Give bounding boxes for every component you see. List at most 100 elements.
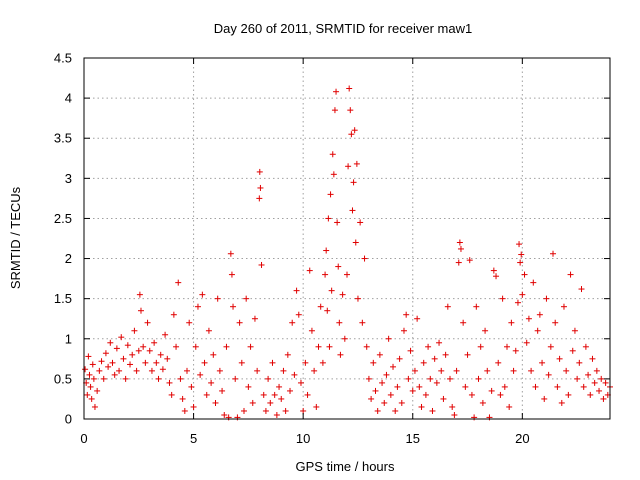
data-point — [552, 319, 559, 326]
data-point — [153, 359, 160, 366]
data-point — [84, 391, 91, 398]
data-point — [479, 399, 486, 406]
data-point — [331, 107, 338, 114]
data-point — [87, 383, 94, 390]
data-point — [385, 335, 392, 342]
data-point — [392, 407, 399, 414]
data-point — [602, 379, 609, 386]
data-point — [140, 343, 147, 350]
data-point — [499, 295, 506, 302]
data-point — [90, 375, 97, 382]
data-point — [136, 291, 143, 298]
data-point — [335, 263, 342, 270]
data-point — [422, 391, 429, 398]
data-point — [257, 184, 264, 191]
data-point — [197, 371, 204, 378]
data-point — [473, 303, 480, 310]
data-point — [387, 391, 394, 398]
data-point — [351, 127, 358, 134]
data-point — [173, 343, 180, 350]
data-point — [576, 359, 583, 366]
data-point — [571, 327, 578, 334]
data-point — [199, 291, 206, 298]
data-point — [442, 351, 449, 358]
data-point — [177, 375, 184, 382]
data-point — [475, 375, 482, 382]
data-point — [201, 359, 208, 366]
data-point — [433, 379, 440, 386]
data-point — [251, 315, 258, 322]
data-point — [394, 383, 401, 390]
y-tick-label: 3 — [65, 171, 72, 186]
data-point — [175, 279, 182, 286]
data-point — [449, 403, 456, 410]
data-point — [322, 271, 329, 278]
data-point — [254, 367, 261, 374]
data-point — [523, 339, 530, 346]
data-point — [457, 245, 464, 252]
data-point — [208, 379, 215, 386]
data-point — [240, 407, 247, 414]
data-point — [194, 303, 201, 310]
data-point — [82, 366, 89, 373]
data-point — [460, 319, 467, 326]
data-point — [212, 399, 219, 406]
data-point — [86, 371, 93, 378]
data-point — [306, 267, 313, 274]
data-point — [493, 273, 500, 280]
data-points — [82, 85, 613, 421]
data-point — [317, 303, 324, 310]
data-point — [155, 375, 162, 382]
data-point — [429, 407, 436, 414]
data-point — [122, 375, 129, 382]
data-point — [403, 311, 410, 318]
data-point — [214, 295, 221, 302]
data-point — [249, 399, 256, 406]
data-point — [315, 343, 322, 350]
x-tick-label: 0 — [80, 431, 87, 446]
data-point — [107, 339, 114, 346]
data-point — [287, 387, 294, 394]
data-point — [151, 339, 158, 346]
data-point — [100, 375, 107, 382]
data-point — [554, 383, 561, 390]
data-point — [133, 367, 140, 374]
y-tick-label: 0.5 — [54, 371, 72, 386]
data-point — [547, 343, 554, 350]
data-point — [455, 259, 462, 266]
data-point — [574, 375, 581, 382]
data-point — [216, 367, 223, 374]
data-point — [348, 131, 355, 138]
data-point — [146, 347, 153, 354]
data-point — [88, 395, 95, 402]
data-point — [464, 351, 471, 358]
data-point — [543, 295, 550, 302]
grid-lines — [83, 57, 610, 420]
data-point — [372, 387, 379, 394]
data-point — [560, 303, 567, 310]
data-point — [539, 359, 546, 366]
data-point — [96, 367, 103, 374]
data-point — [484, 367, 491, 374]
data-point — [488, 387, 495, 394]
data-point — [311, 367, 318, 374]
data-point — [210, 351, 217, 358]
data-point — [593, 367, 600, 374]
data-point — [256, 195, 263, 202]
data-point — [334, 219, 341, 226]
data-point — [534, 327, 541, 334]
data-point — [124, 342, 131, 349]
data-point — [541, 395, 548, 402]
data-point — [518, 251, 525, 258]
data-point — [381, 399, 388, 406]
data-point — [501, 383, 508, 390]
data-point — [578, 286, 585, 293]
data-point — [346, 85, 353, 92]
chart-title: Day 260 of 2011, SRMTID for receiver maw… — [214, 21, 472, 36]
data-point — [558, 399, 565, 406]
data-point — [580, 383, 587, 390]
data-point — [221, 411, 228, 418]
data-point — [267, 399, 274, 406]
data-point — [567, 271, 574, 278]
data-point — [565, 391, 572, 398]
